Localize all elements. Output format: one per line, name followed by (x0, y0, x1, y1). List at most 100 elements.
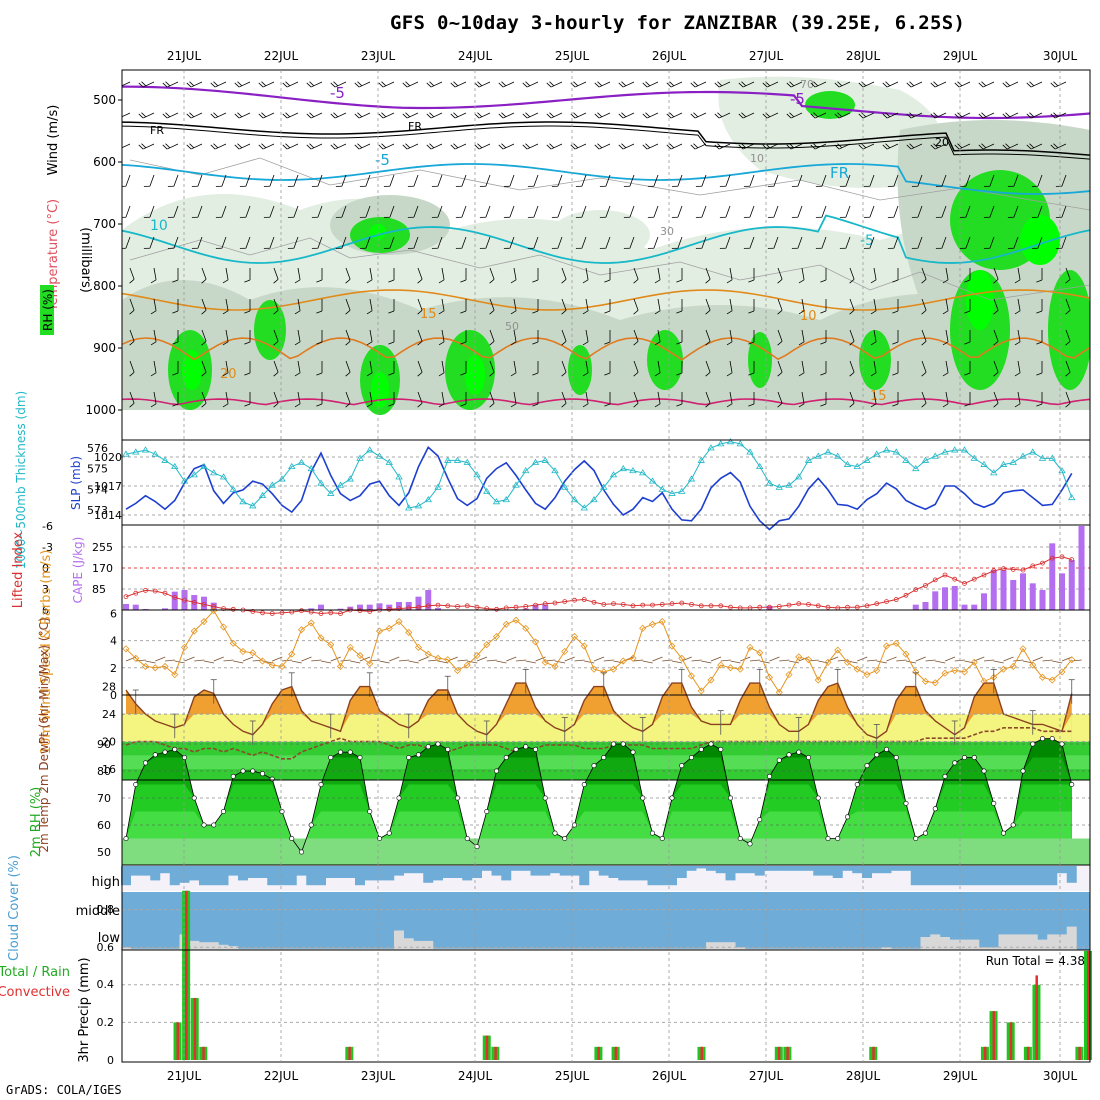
low-cloud-bar (589, 948, 599, 950)
wind10m-barb (135, 659, 146, 662)
wind-barb-feather (402, 82, 408, 88)
wind-barb (221, 236, 227, 249)
wind-barb (629, 174, 635, 187)
rh-base-band (122, 838, 1090, 865)
wind-speed-point (678, 654, 686, 662)
wind-barb (550, 112, 563, 119)
wind-barb (461, 174, 467, 187)
low-cloud-bar (637, 948, 648, 950)
high-cloud-bar (988, 866, 999, 886)
low-cloud-bar (813, 948, 824, 950)
low-cloud-bar (511, 948, 521, 950)
wind10m-barb (437, 660, 449, 664)
wind-barb-feather (525, 143, 531, 149)
wind-speed-point (1009, 662, 1017, 671)
wind10m-barb (311, 659, 322, 662)
wind-barb-feather (633, 278, 639, 284)
lifted-index-point (221, 606, 226, 611)
low-cloud-bar (764, 948, 775, 950)
wind-barb (585, 391, 589, 404)
thickness-point (775, 483, 783, 490)
wind-barb (345, 360, 351, 373)
high-cloud-bar (1018, 866, 1028, 886)
wind-barb (358, 81, 371, 88)
thickness-point (863, 456, 871, 463)
thickness-point (960, 446, 969, 453)
wind-speed-point (336, 662, 345, 671)
low-cloud-bar (832, 948, 843, 950)
wind-barb-feather (837, 143, 843, 149)
legend-total-rain: Total / Rain (0, 965, 70, 980)
wind-barb (550, 143, 563, 150)
wind-barb (1054, 81, 1067, 88)
wind-barb-feather (172, 372, 179, 376)
wind-barb-feather (693, 112, 699, 118)
rh-point (630, 749, 636, 755)
wind-barb-feather (237, 81, 243, 87)
wind-speed-point (765, 673, 774, 681)
wind10m-barb (194, 659, 205, 662)
wind-speed-point (366, 660, 374, 668)
wind-barb-feather (676, 403, 683, 407)
wind-barb-feather (741, 112, 747, 118)
thickness-point (1038, 454, 1047, 461)
low-cloud-bar (325, 948, 336, 950)
low-cloud-bar (413, 940, 424, 950)
lifted-index-point (133, 590, 139, 596)
wind-barb-feather (546, 144, 552, 150)
thickness-point (288, 462, 296, 470)
rh-point (591, 763, 597, 769)
wind-speed-point (307, 619, 315, 627)
wind-barb (122, 143, 131, 149)
thickness-point (678, 487, 686, 494)
cape-tick: 170 (92, 562, 113, 575)
lifted-index-point (630, 603, 636, 609)
rh-point (201, 822, 207, 828)
wind-barb (142, 143, 155, 150)
wind-barb-feather (234, 113, 240, 119)
wind-barb (238, 112, 251, 119)
precip-tick: 0.6 (97, 941, 115, 954)
wind-barb-feather (849, 309, 855, 315)
wind-barb (790, 81, 803, 88)
wind-barb-feather (604, 279, 611, 283)
wind-barb (862, 143, 875, 150)
high-cloud-bar (472, 866, 482, 878)
wind-barb (225, 267, 229, 280)
wind-barb-feather (244, 279, 251, 283)
time-axes: 21JUL21JUL22JUL22JUL23JUL23JUL24JUL24JUL… (121, 49, 1091, 1083)
low-cloud-bar (823, 948, 833, 950)
date-label-top: 22JUL (264, 49, 299, 63)
wind-barb (701, 205, 707, 218)
wind10m-barb (1042, 659, 1053, 662)
lifted-index-point (552, 600, 558, 606)
wind-barb (214, 81, 227, 88)
low-cloud-bar (793, 948, 804, 950)
high-cloud-bar (374, 866, 385, 881)
high-cloud-bar (969, 866, 980, 886)
cape-bar (912, 604, 919, 610)
wind-barb-feather (525, 81, 531, 87)
rh-point (718, 746, 724, 752)
low-cloud-bar (442, 948, 453, 950)
rh-point (805, 754, 811, 760)
wind10m-barb (320, 660, 332, 664)
wind10m-barb (1032, 656, 1043, 662)
wind-barb-feather (777, 340, 783, 346)
wind-barb (149, 205, 155, 218)
wind-barb (489, 360, 495, 373)
wind-barb-feather (417, 371, 423, 377)
rh-point (298, 849, 304, 855)
li-tick: -3 (42, 541, 53, 554)
wind-barb (129, 391, 135, 404)
wind-barb (345, 267, 351, 280)
wind-barb-feather (1026, 82, 1032, 88)
thickness-point (756, 462, 764, 470)
lifted-index-point (367, 609, 373, 614)
wind-barb-feather (477, 112, 483, 118)
rh-point (1069, 781, 1075, 787)
lifted-index-point (201, 602, 207, 607)
precip-tick: 0.8 (97, 903, 115, 916)
wind-barb (317, 205, 323, 218)
